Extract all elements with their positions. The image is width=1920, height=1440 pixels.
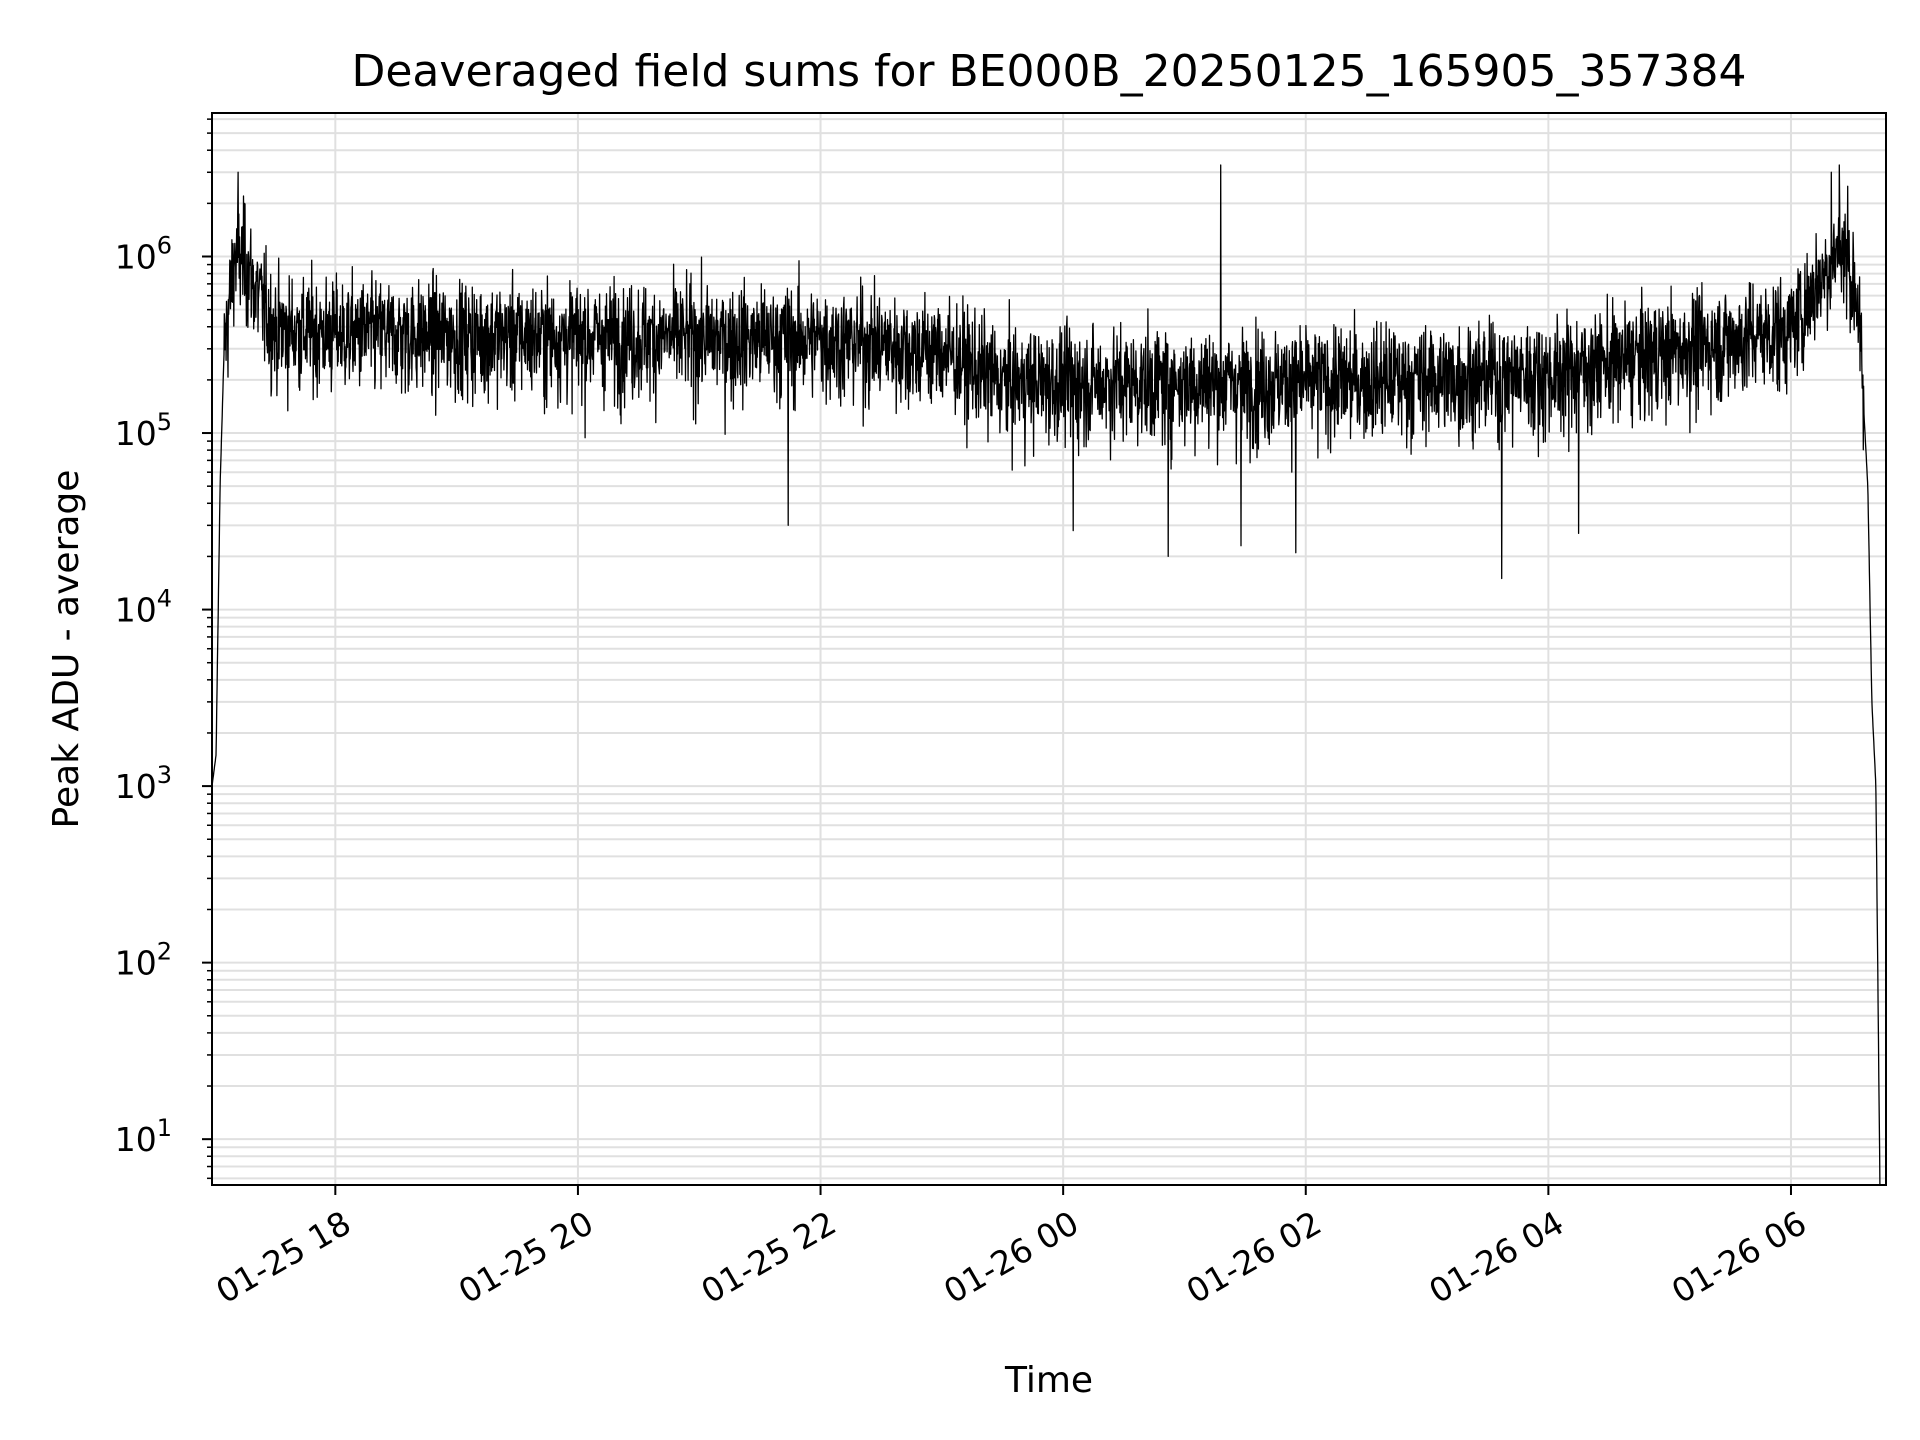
x-tick-label: 01-26 06 [1665,1203,1813,1311]
x-tick-label: 01-25 18 [209,1203,357,1311]
series-line [211,164,1881,1186]
x-axis-label: Time [1004,1360,1093,1401]
x-tick-label: 01-26 04 [1422,1203,1570,1311]
y-axis: 101 102 103 104 105 106 [115,118,212,1180]
y-tick-label: 105 [115,408,172,453]
x-axis: 01-25 18 01-25 20 01-25 22 01-26 00 01-26 02… [209,1185,1813,1311]
x-tick-label: 01-25 20 [452,1203,600,1311]
chart-title: Deaveraged field sums for BE000B_2025012… [351,46,1746,97]
x-tick-label: 01-25 22 [695,1203,843,1311]
x-tick-label: 01-26 00 [937,1203,1085,1311]
y-tick-label: 101 [115,1114,172,1159]
x-tick-label: 01-26 02 [1180,1203,1328,1311]
y-tick-label: 104 [115,585,172,630]
y-tick-label: 102 [115,938,172,983]
y-axis-label: Peak ADU - average [46,470,87,829]
y-tick-label: 106 [115,232,172,277]
grid [212,113,1886,1185]
y-tick-label: 103 [115,761,172,806]
